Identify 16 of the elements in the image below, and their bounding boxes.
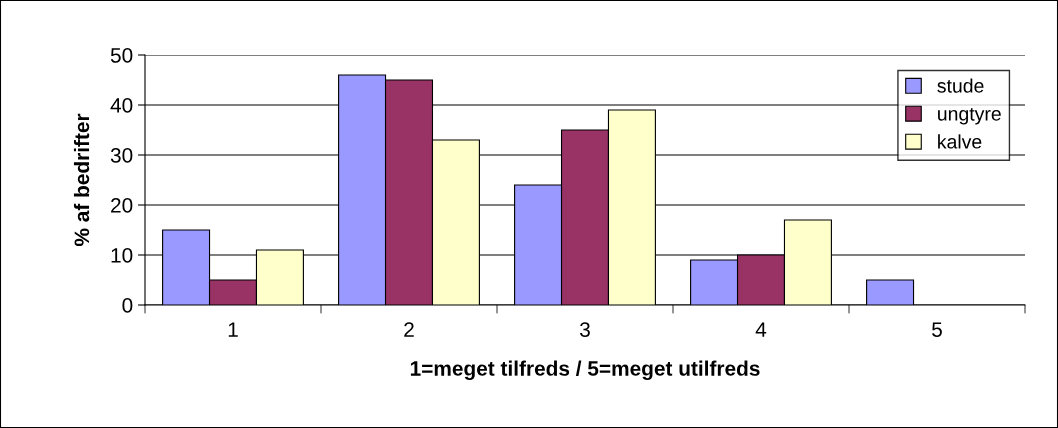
y-tick-label: 20 (111, 198, 133, 213)
x-tick-label: 1 (228, 322, 238, 337)
y-tick-label: 50 (110, 48, 133, 63)
y-tick-label: 40 (110, 98, 133, 113)
legend-label: ungtyre (938, 107, 1001, 125)
legend-label: kalve (938, 134, 982, 149)
y-tick-label: 10 (111, 248, 133, 263)
y-tick-label: 0 (122, 298, 133, 313)
x-axis-title: 1=meget tilfreds / 5=meget utilfreds (410, 360, 760, 381)
legend-label: stude (937, 78, 984, 93)
y-axis-title: % af bedrifter (73, 113, 90, 247)
y-tick-label: 30 (110, 148, 133, 163)
x-tick-label: 2 (404, 322, 414, 337)
x-tick-label: 5 (932, 322, 942, 337)
x-tick-label: 3 (580, 322, 590, 337)
x-tick-label: 4 (755, 322, 767, 337)
